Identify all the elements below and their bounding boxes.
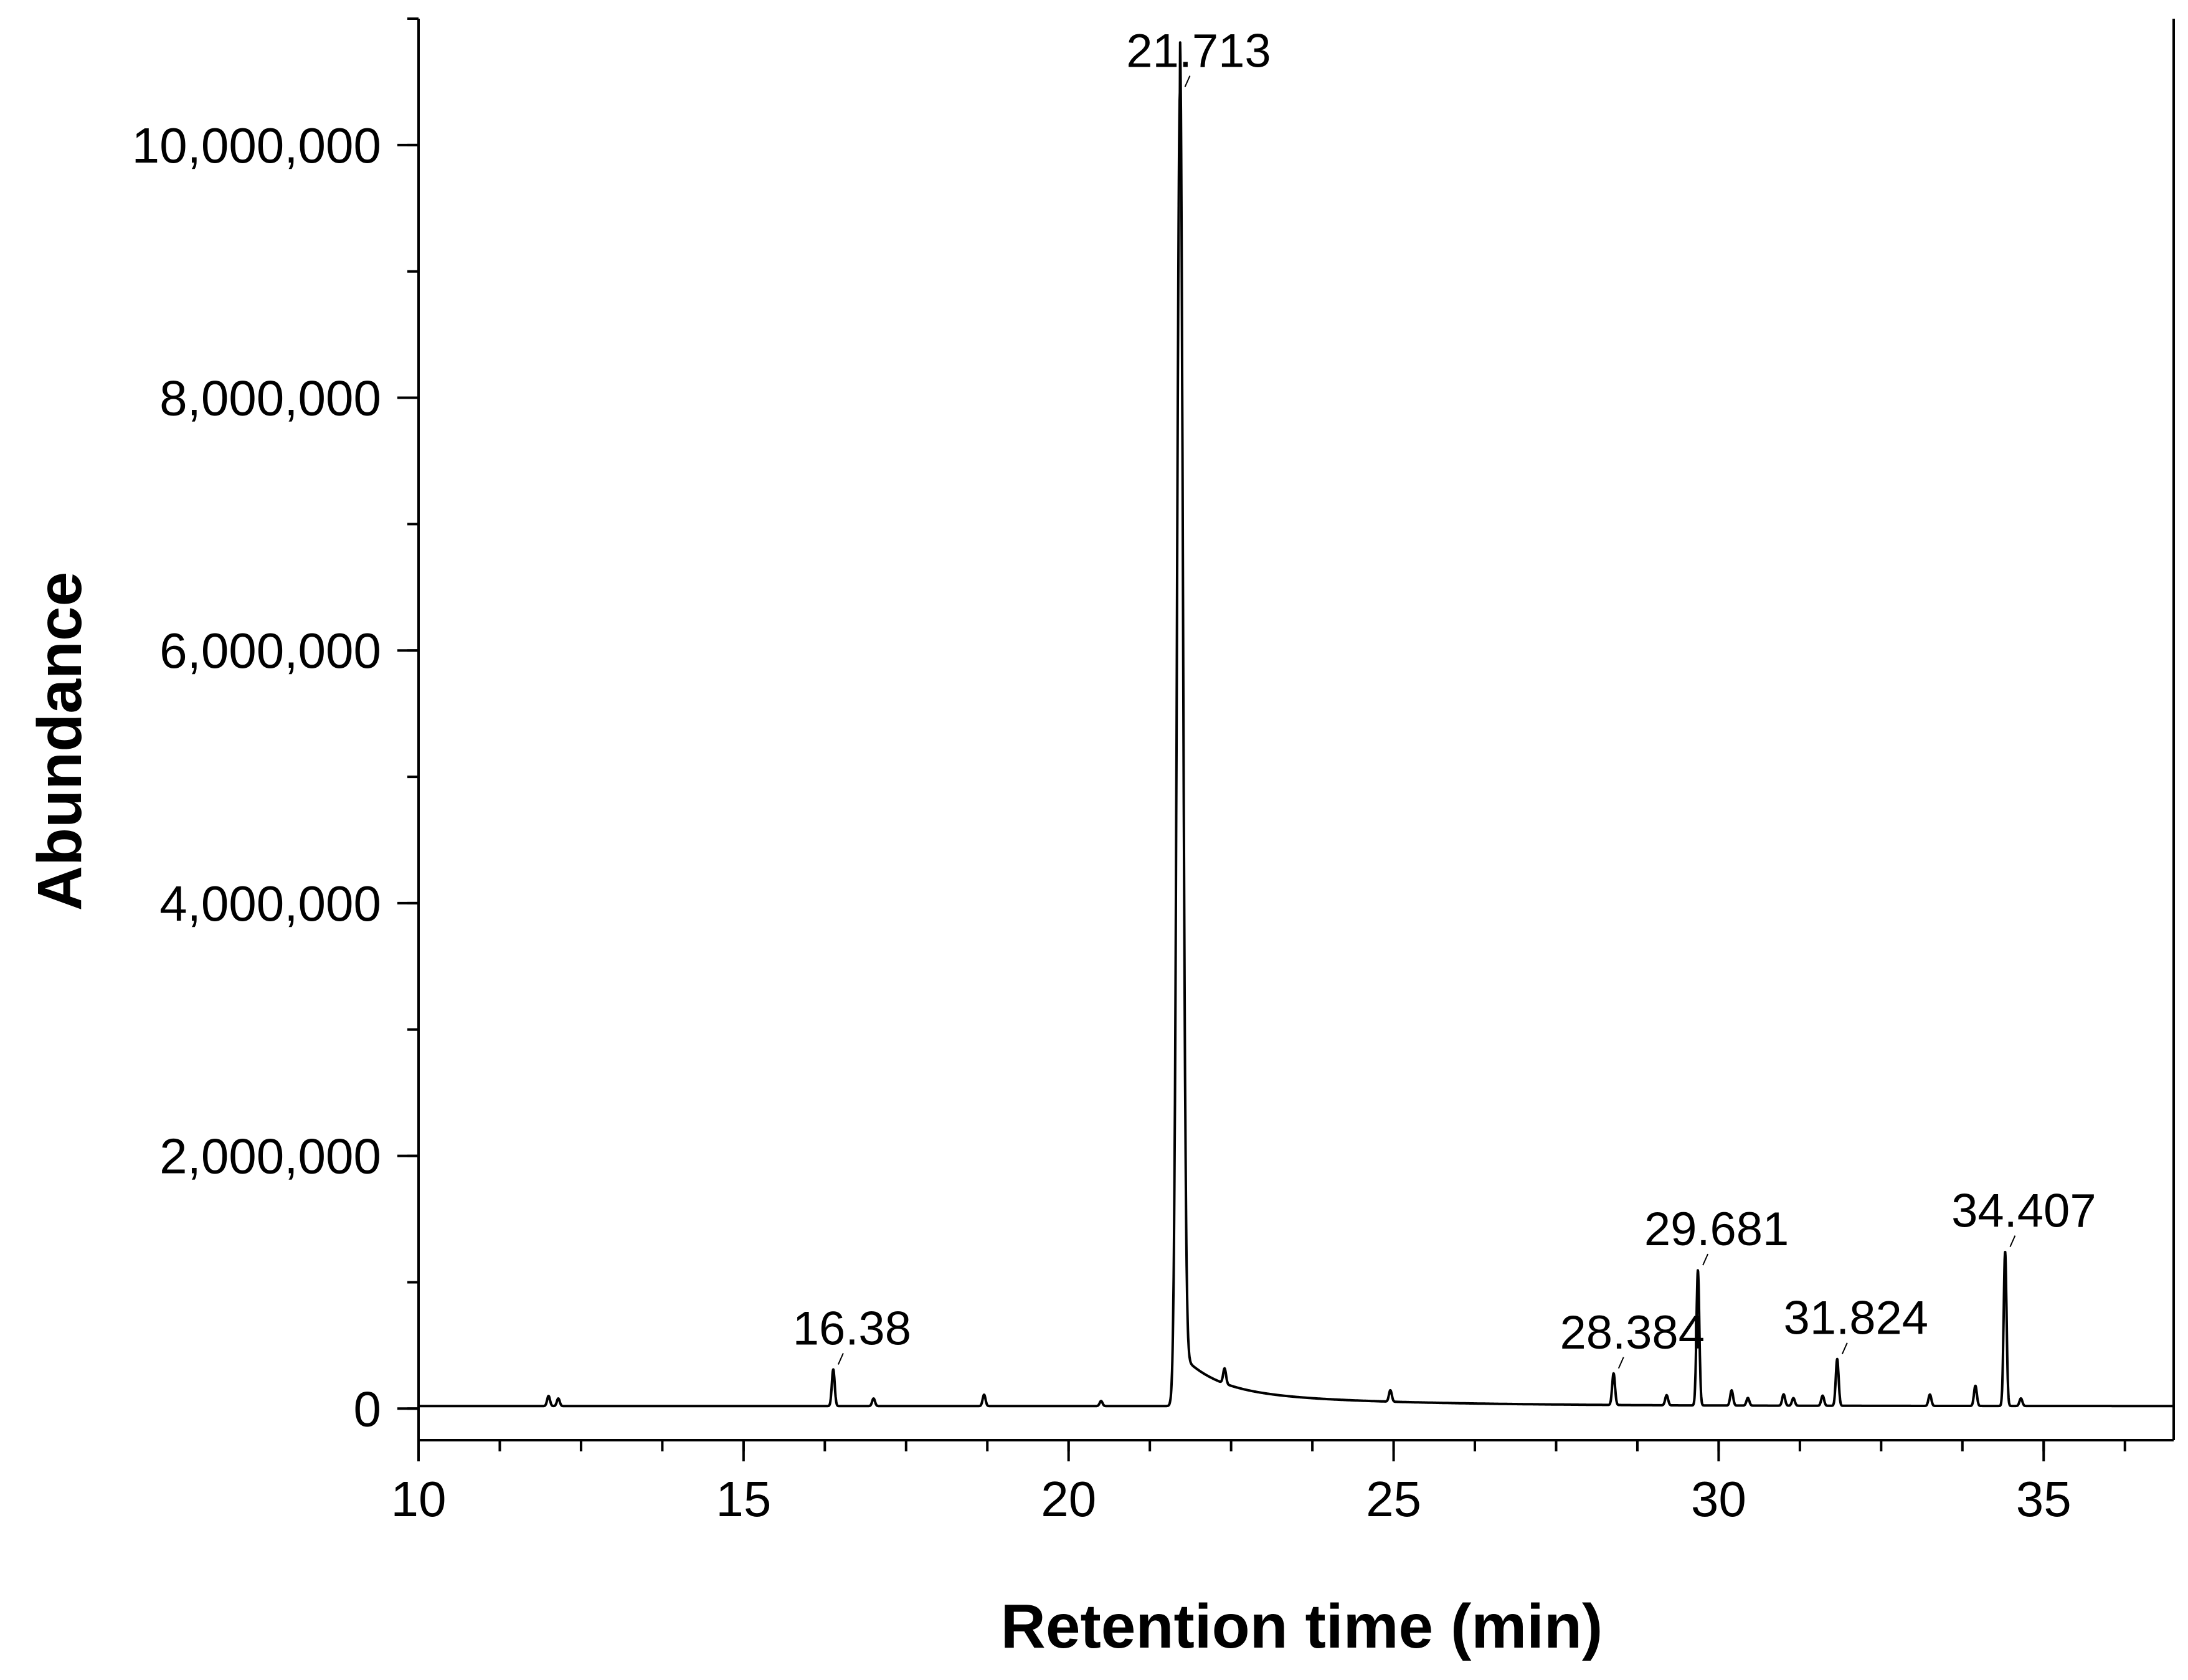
y-tick-label: 2,000,000 bbox=[159, 1129, 381, 1184]
x-tick-label: 15 bbox=[716, 1471, 771, 1527]
peak-label: 28.384 bbox=[1560, 1306, 1705, 1359]
y-tick-label: 10,000,000 bbox=[132, 118, 381, 173]
peak-annotations: 16.38 21.713 28.384 29.681 31.824 34.407 bbox=[793, 25, 2096, 1369]
y-tick-label: 0 bbox=[354, 1381, 382, 1436]
peak-leader bbox=[1841, 1342, 1848, 1355]
y-tick-label: 6,000,000 bbox=[159, 623, 381, 678]
x-tick-label: 10 bbox=[391, 1471, 447, 1527]
peak-leader bbox=[1702, 1253, 1709, 1266]
peak-label: 34.407 bbox=[1951, 1185, 2096, 1238]
x-tick-label: 35 bbox=[2016, 1471, 2072, 1527]
x-tick-label: 30 bbox=[1691, 1471, 1746, 1527]
x-axis-title: Retention time (min) bbox=[1001, 1592, 1603, 1661]
y-tick-label: 4,000,000 bbox=[159, 876, 381, 931]
peak-leader bbox=[1184, 75, 1191, 88]
peak-label: 21.713 bbox=[1126, 25, 1271, 78]
y-axis: 0 2,000,000 4,000,000 6,000,000 8,000,000 10,… bbox=[132, 17, 419, 1436]
x-tick-label: 25 bbox=[1366, 1471, 1421, 1527]
peak-label: 31.824 bbox=[1784, 1292, 1928, 1345]
x-axis: 10 15 20 25 30 35 bbox=[391, 1440, 2126, 1527]
peak-label: 29.681 bbox=[1644, 1203, 1789, 1256]
y-axis-title: Abundance bbox=[25, 572, 95, 911]
peak-leader bbox=[2009, 1235, 2016, 1248]
x-tick-label: 20 bbox=[1041, 1471, 1096, 1527]
peak-leader bbox=[837, 1353, 844, 1365]
y-tick-label: 8,000,000 bbox=[159, 371, 381, 426]
chromatogram-trace bbox=[417, 41, 2175, 1408]
plot-frame bbox=[417, 19, 2175, 1441]
peak-leader bbox=[1617, 1357, 1624, 1369]
peak-label: 16.38 bbox=[793, 1302, 911, 1355]
